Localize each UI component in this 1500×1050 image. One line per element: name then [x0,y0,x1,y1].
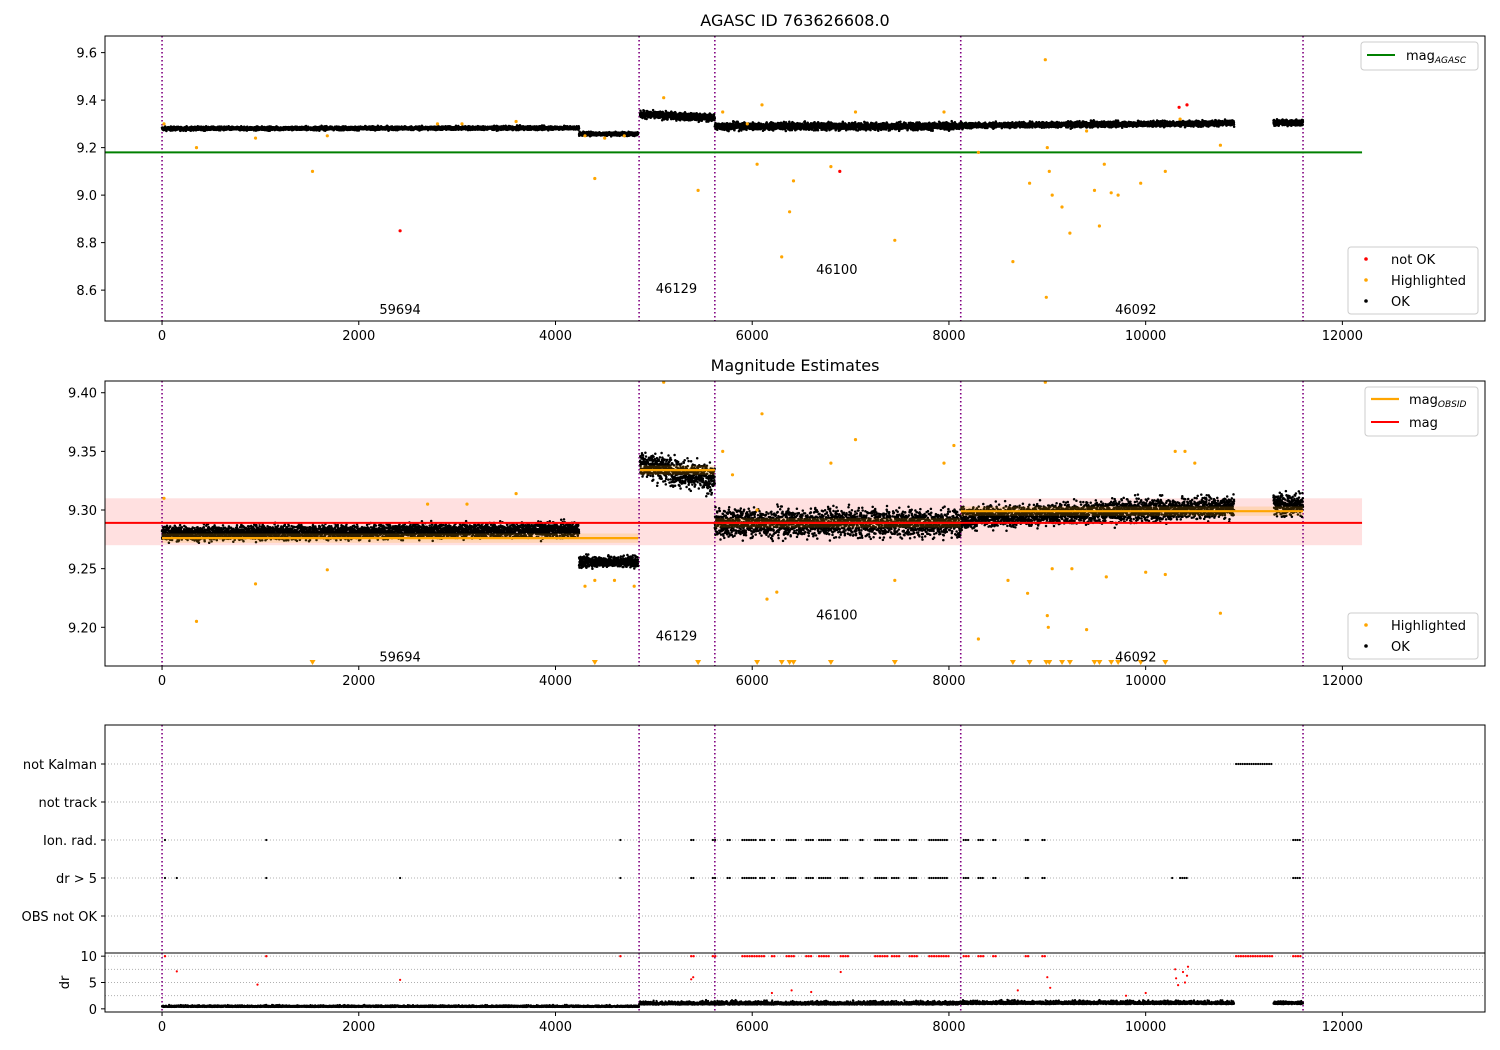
ok-point [636,132,640,135]
ok-point [577,127,581,130]
ok-point [643,109,646,113]
